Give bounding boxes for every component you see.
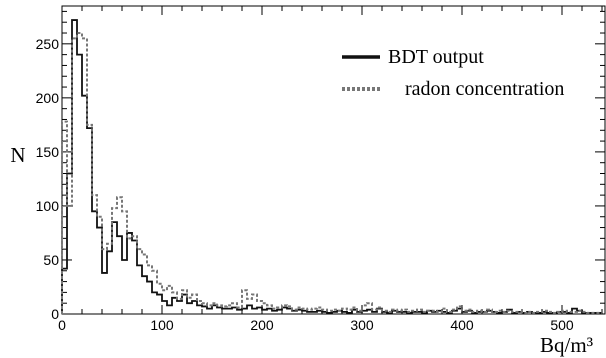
y-tick-label: 50 xyxy=(43,252,59,268)
y-tick-label: 150 xyxy=(36,144,60,160)
plot-frame xyxy=(61,5,606,315)
x-tick-label: 400 xyxy=(450,317,474,333)
y-tick-label: 250 xyxy=(36,36,60,52)
series-bdt-output xyxy=(61,19,602,314)
y-axis-label: N xyxy=(10,143,25,167)
y-tick-label: 100 xyxy=(36,198,60,214)
series-layer xyxy=(61,19,602,314)
x-tick-label: 300 xyxy=(350,317,374,333)
y-tick-label: 200 xyxy=(36,90,60,106)
series-radon-concentration xyxy=(61,32,602,314)
legend-label: BDT output xyxy=(388,46,484,68)
legend: BDT output radon concentration xyxy=(342,46,564,100)
x-tick-label: 0 xyxy=(58,317,66,333)
x-tick-label: 500 xyxy=(550,317,574,333)
axes-layer: 0 100 200 300 400 500 0 50 100 150 200 250 xyxy=(36,5,606,333)
y-tick-label: 0 xyxy=(51,306,59,322)
x-axis-label: Bq/m³ xyxy=(540,333,593,357)
x-tick-label: 200 xyxy=(250,317,274,333)
x-tick-label: 100 xyxy=(150,317,174,333)
legend-label: radon concentration xyxy=(405,78,564,100)
